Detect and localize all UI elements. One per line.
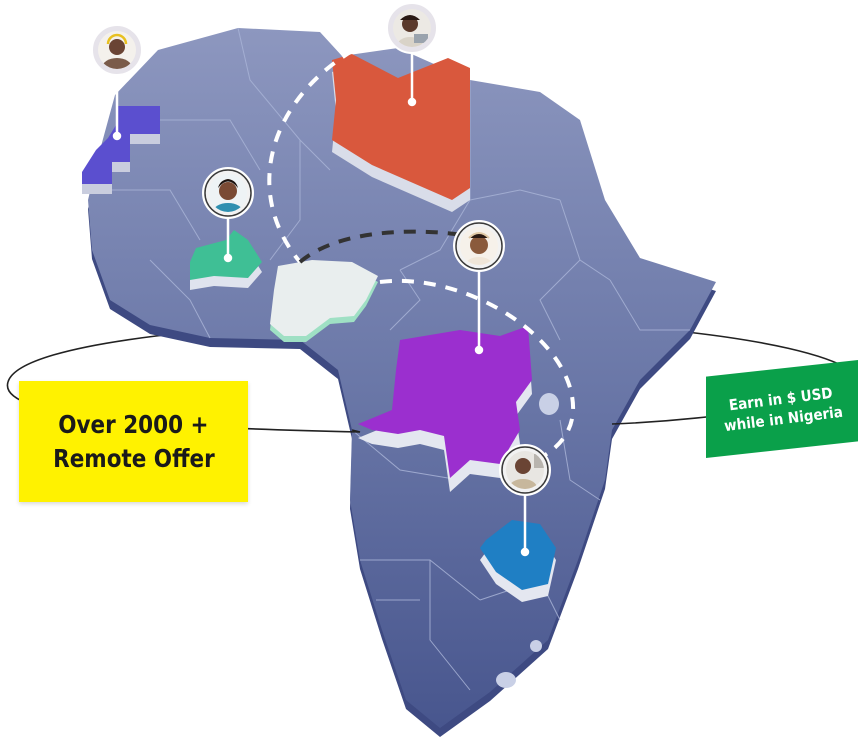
country-zimbabwe <box>480 520 556 602</box>
country-libya <box>332 54 470 212</box>
man-at-desk-avatar <box>499 444 551 496</box>
earn-usd-badge: Earn in $ USD while in Nigeria <box>706 360 858 458</box>
country-dr-congo <box>358 326 532 492</box>
woman-with-headband-avatar <box>453 220 505 272</box>
country-nigeria <box>270 260 378 342</box>
country-western-sahara <box>82 106 160 194</box>
remote-offer-badge: Over 2000 + Remote Offer <box>19 381 248 502</box>
person-with-headset-avatar <box>91 24 143 76</box>
offer-label-text: Remote Offer <box>52 443 215 473</box>
country-borders <box>100 27 690 691</box>
smiling-woman-avatar <box>202 167 254 219</box>
offer-count-text: Over 2000 + <box>58 409 209 439</box>
dashed-arc-nigeria-zimbabwe <box>379 278 576 460</box>
dashed-arc-nigeria-congo <box>298 229 471 264</box>
person-with-laptop-avatar <box>386 2 438 54</box>
earn-badge-background <box>706 360 858 458</box>
pin-stems <box>112 52 530 557</box>
eswatini-shape <box>530 640 542 652</box>
lake-victoria <box>539 393 559 415</box>
lesotho-shape <box>496 672 516 688</box>
